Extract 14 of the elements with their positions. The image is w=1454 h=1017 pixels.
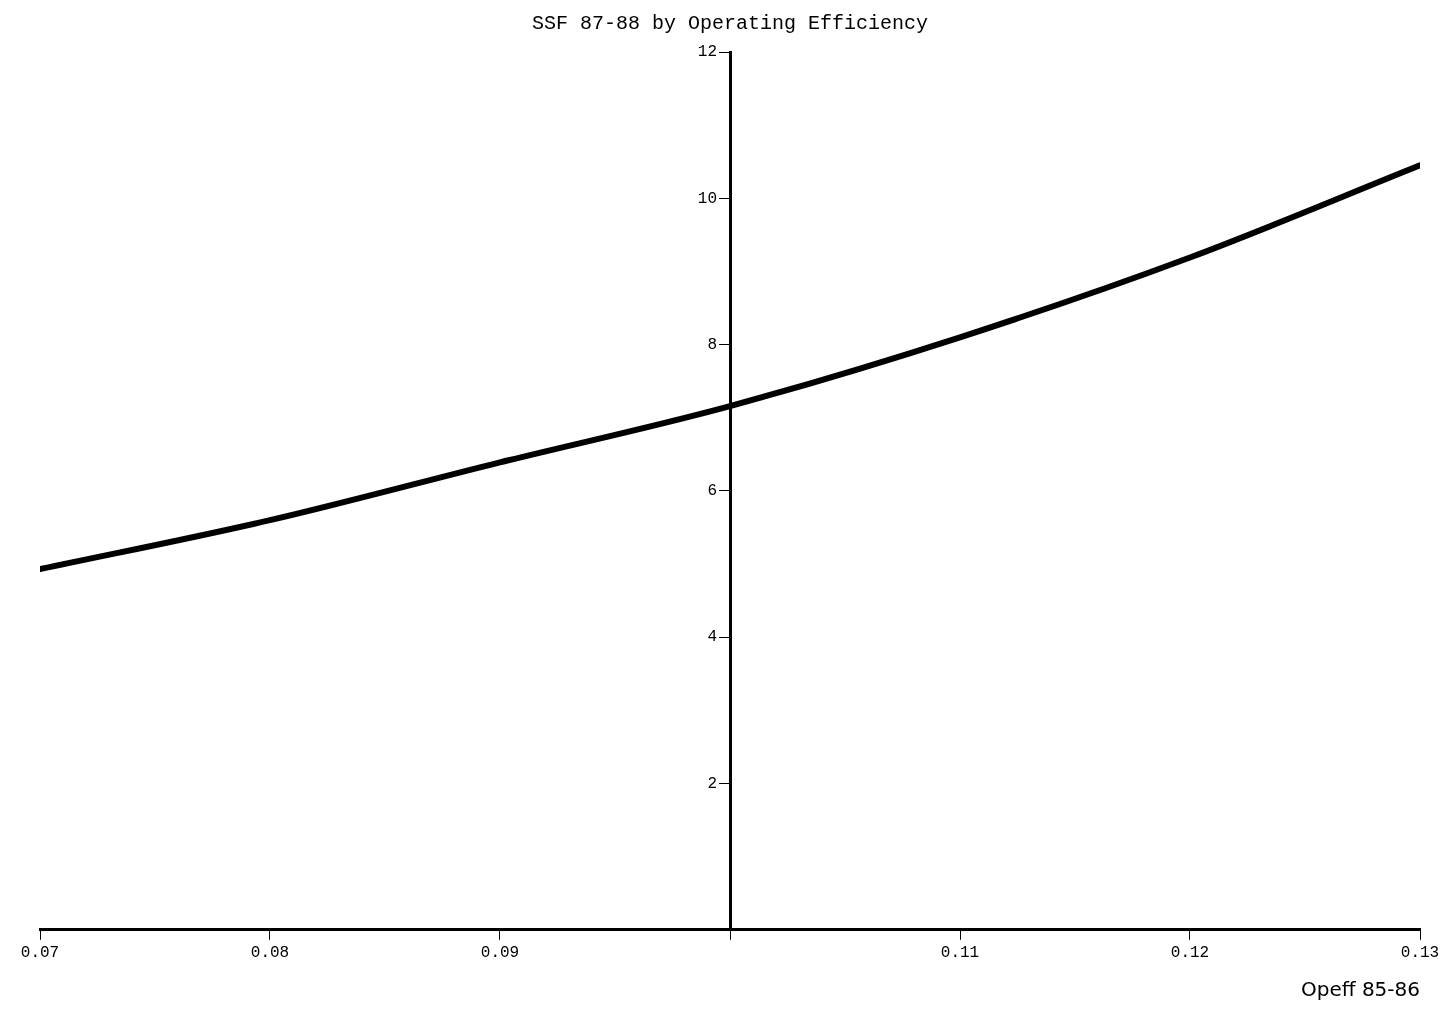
x-tick-label: 0.13 — [1400, 943, 1440, 962]
x-tick-label: 0.11 — [940, 943, 980, 962]
y-tick-label: 4 — [707, 628, 717, 647]
y-tick-label: 10 — [697, 189, 717, 208]
x-axis-title: Opeff 85-86 — [1301, 977, 1420, 1002]
x-tick-label: 0.09 — [480, 943, 520, 962]
y-tick-label: 6 — [707, 482, 717, 501]
x-tick-label: 0.08 — [250, 943, 290, 962]
y-tick-label: 12 — [697, 43, 717, 62]
y-tick-label: 8 — [707, 335, 717, 354]
y-tick-label: 2 — [707, 774, 717, 793]
x-tick-label: 0.07 — [20, 943, 60, 962]
chart-title: SSF 87-88 by Operating Efficiency — [531, 12, 929, 36]
x-tick-label: 0.12 — [1170, 943, 1210, 962]
